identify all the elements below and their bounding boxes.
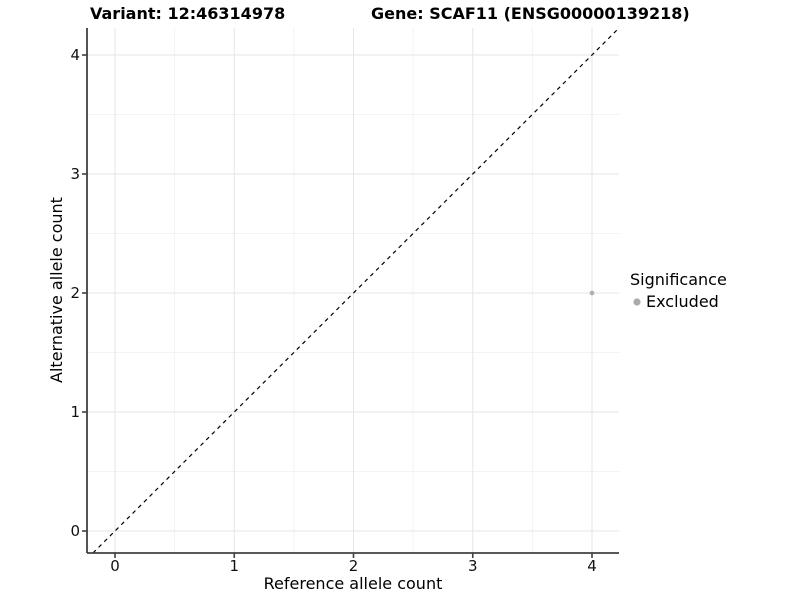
data-point — [589, 290, 595, 296]
x-axis-title: Reference allele count — [263, 574, 443, 593]
identity-line — [92, 27, 620, 554]
legend-item-excluded: Excluded — [630, 292, 727, 312]
legend-dot — [633, 298, 641, 306]
plot-title-variant: Variant: 12:46314978 — [90, 4, 286, 23]
legend-title: Significance — [630, 270, 727, 289]
y-tick-label: 0 — [70, 522, 80, 540]
y-tick-label: 4 — [70, 46, 80, 64]
legend: Significance Excluded — [630, 270, 727, 312]
x-tick-label: 0 — [110, 557, 120, 575]
x-tick-label: 3 — [467, 557, 478, 575]
legend-item-label: Excluded — [646, 292, 719, 311]
x-tick-label: 4 — [587, 557, 597, 575]
x-tick-label: 1 — [229, 557, 240, 575]
y-tick-label: 3 — [70, 165, 80, 183]
y-tick-label: 2 — [70, 284, 80, 302]
legend-key-dot-icon — [633, 298, 641, 306]
y-tick-label: 1 — [70, 403, 80, 421]
x-tick-label: 2 — [348, 557, 359, 575]
plot-title-gene: Gene: SCAF11 (ENSG00000139218) — [371, 4, 690, 23]
y-axis-title: Alternative allele count — [47, 197, 66, 383]
